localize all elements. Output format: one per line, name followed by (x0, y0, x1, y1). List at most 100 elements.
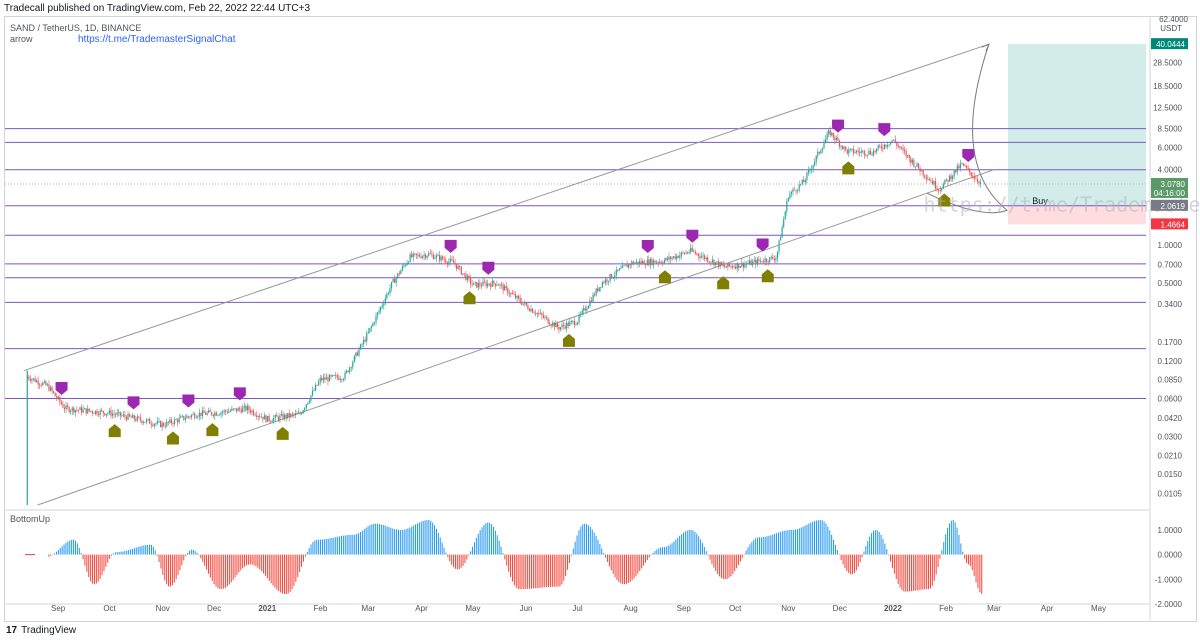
candle-body (173, 419, 176, 424)
price-tick-label: 0.1700 (1158, 338, 1183, 347)
candle-body (237, 408, 239, 412)
candle-body (685, 252, 687, 254)
candle-body (728, 263, 731, 267)
candle-body (624, 264, 627, 266)
candle-body (790, 191, 793, 195)
candle-body (318, 381, 320, 386)
candle-body (428, 253, 430, 256)
candle-body (91, 411, 93, 414)
candle-body (814, 161, 816, 166)
candle-body (252, 410, 255, 415)
candle-body (249, 410, 252, 413)
candle-body (235, 408, 238, 412)
candle-body (74, 409, 76, 413)
position-zones: Buy (1008, 44, 1146, 225)
candle-body (628, 263, 630, 268)
candle-body (522, 303, 524, 305)
top-signal-marker-icon (182, 394, 195, 408)
candle-body (810, 169, 813, 170)
candle-body (893, 139, 895, 141)
candle-body (437, 254, 439, 256)
candle-body (978, 181, 980, 184)
candle-body (221, 412, 224, 413)
candle-body (530, 308, 532, 312)
candle-body (511, 292, 514, 294)
candle-body (879, 145, 881, 147)
candle-body (307, 402, 309, 405)
time-tick-label: Feb (313, 604, 327, 613)
candle-body (801, 179, 803, 185)
time-tick-label: Apr (415, 604, 428, 613)
candle-body (569, 321, 571, 326)
candle-body (283, 414, 286, 419)
trend-channel (23, 43, 1009, 506)
candle-body (274, 415, 276, 418)
time-tick-label: Oct (103, 604, 116, 613)
candle-body (769, 257, 771, 263)
candle-body (108, 410, 111, 414)
bottom-signal-marker-icon (562, 333, 575, 347)
candle-body (640, 261, 642, 264)
candle-body (778, 240, 780, 252)
candle-body (617, 269, 619, 271)
candle-body (896, 142, 898, 146)
channel-upper-line (23, 43, 990, 372)
stop-price-label-bg (1151, 218, 1188, 230)
candle-body (845, 146, 847, 150)
candle-body (549, 323, 551, 325)
candle-body (257, 416, 259, 417)
candle-body (194, 413, 196, 418)
candle-body (395, 277, 397, 283)
candle-body (507, 287, 509, 294)
candle-body (700, 256, 703, 258)
candle-body (290, 413, 292, 418)
candle-body (717, 261, 720, 267)
candle-body (970, 172, 972, 176)
candle-body (727, 263, 729, 268)
candle-body (916, 163, 918, 167)
footer-brand[interactable]: 17 TradingView (6, 625, 76, 636)
candle-body (251, 410, 253, 413)
price-tick-label: 1.0000 (1158, 241, 1183, 250)
candle-body (77, 409, 80, 411)
candle-body (604, 279, 607, 284)
candle-body (930, 180, 932, 182)
candle-body (358, 349, 360, 356)
candle-body (217, 414, 219, 416)
candle-body (262, 416, 264, 420)
candle-body (97, 414, 100, 416)
candle-body (871, 154, 873, 156)
indicator-bottomup-label[interactable]: BottomUp (10, 514, 51, 524)
candle-body (352, 362, 354, 368)
candle-body (322, 377, 324, 381)
top-signal-marker-icon (686, 229, 699, 243)
candle-body (364, 339, 366, 342)
candle-body (328, 375, 331, 382)
target-price-label-bg (1151, 38, 1188, 50)
time-tick-label: Mar (987, 604, 1001, 613)
time-tick-label: Sep (51, 604, 66, 613)
candle-body (65, 405, 67, 410)
candle-body (550, 324, 552, 326)
candle-body (51, 387, 53, 392)
candle-body (493, 280, 495, 284)
candle-body (288, 413, 290, 418)
candle-body (707, 257, 709, 262)
candle-body (456, 264, 458, 269)
candle-body (155, 423, 157, 425)
candle-body (866, 154, 868, 156)
indicator-arrow-label[interactable]: arrow (10, 34, 33, 44)
candle-body (855, 150, 858, 153)
top-signal-marker-icon (832, 119, 845, 133)
buy-label: Buy (1032, 196, 1048, 206)
candle-body (426, 255, 428, 258)
candle-body (677, 255, 679, 258)
signal-chat-link[interactable]: https://t.me/TrademasterSignalChat (78, 34, 236, 45)
candle-body (316, 384, 318, 386)
candle-body (248, 406, 250, 411)
candle-body (542, 315, 545, 318)
candle-body (914, 166, 917, 168)
top-signal-marker-icon (444, 239, 457, 253)
candle-body (519, 298, 521, 302)
